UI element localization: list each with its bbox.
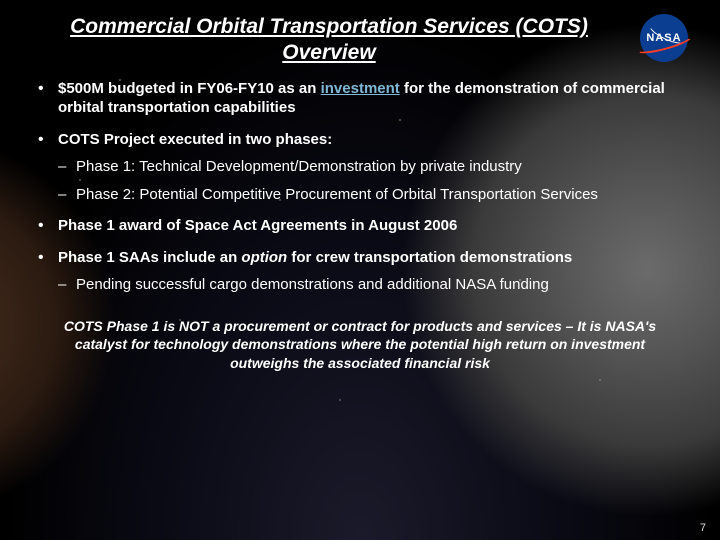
callout-box: COTS Phase 1 is NOT a procurement or con… [48, 317, 672, 374]
slide-content: Commercial Orbital Transportation Servic… [0, 0, 720, 540]
list-item: $500M budgeted in FY06-FY10 as an invest… [38, 79, 692, 118]
sub-list: Pending successful cargo demonstrations … [58, 275, 692, 295]
page-title: Commercial Orbital Transportation Servic… [28, 14, 636, 67]
list-item: Phase 1 award of Space Act Agreements in… [38, 216, 692, 236]
bullet-lead: $500M budgeted in FY06-FY10 as an [58, 80, 321, 97]
bullet-lead: Phase 1 award of Space Act Agreements in… [58, 217, 457, 234]
sub-item: Pending successful cargo demonstrations … [58, 275, 692, 295]
bullet-emphasis: option [241, 249, 287, 266]
sub-list: Phase 1: Technical Development/Demonstra… [58, 157, 692, 204]
nasa-logo: NASA [636, 14, 692, 62]
bullet-lead: COTS Project executed in two phases: [58, 131, 332, 148]
bullet-list: $500M budgeted in FY06-FY10 as an invest… [28, 79, 692, 295]
bullet-emphasis: investment [321, 80, 400, 97]
header: Commercial Orbital Transportation Servic… [28, 14, 692, 67]
bullet-lead: Phase 1 SAAs include an [58, 249, 241, 266]
sub-item: Phase 1: Technical Development/Demonstra… [58, 157, 692, 177]
sub-item: Phase 2: Potential Competitive Procureme… [58, 185, 692, 205]
list-item: Phase 1 SAAs include an option for crew … [38, 248, 692, 295]
bullet-tail: for crew transportation demonstrations [287, 249, 572, 266]
list-item: COTS Project executed in two phases: Pha… [38, 130, 692, 205]
page-number: 7 [700, 522, 706, 534]
